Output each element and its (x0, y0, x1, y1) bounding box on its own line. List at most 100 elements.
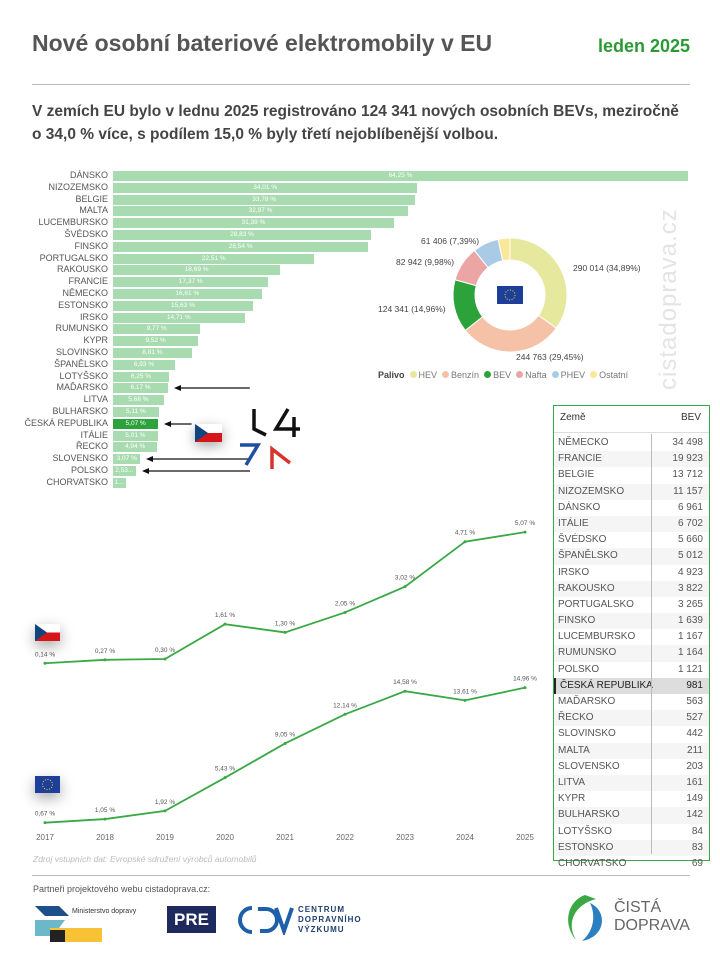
table-row[interactable]: ČESKÁ REPUBLIKA 981 (554, 677, 709, 694)
table-row[interactable]: LITVA 161 (554, 774, 709, 792)
bar[interactable]: 31,39 % (113, 218, 394, 229)
data-point[interactable] (283, 630, 287, 634)
table-row[interactable]: RUMUNSKO 1 164 (554, 645, 709, 662)
bar-value-label: 31,39 % (241, 219, 266, 227)
bar[interactable]: 5,07 % (113, 418, 159, 429)
bar[interactable]: 4,94 % (113, 442, 158, 453)
table-row[interactable]: POLSKO 1 121 (554, 662, 709, 678)
data-point[interactable] (463, 698, 467, 702)
table-row[interactable]: NIZOZEMSKO 11 157 (554, 483, 709, 500)
partners-label: Partneři projektového webu cistadoprava.… (33, 884, 211, 894)
bar[interactable]: 2,53... (113, 466, 136, 476)
donut-slice-ostatní[interactable] (497, 237, 511, 262)
bar[interactable]: 33,78 % (113, 194, 416, 205)
bar[interactable]: 14,71 % (113, 312, 245, 323)
table-row[interactable]: MALTA 211 (554, 742, 709, 759)
bar[interactable]: 18,69 % (113, 265, 281, 276)
table-row[interactable]: BULHARSKO 142 (554, 807, 709, 824)
table-row[interactable]: ŠVÉDSKO 5 660 (554, 532, 709, 548)
bar[interactable]: 1... (113, 477, 126, 488)
bar[interactable]: 5,01 % (113, 430, 158, 441)
table-row[interactable]: SLOVINSKO 442 (554, 726, 709, 742)
data-point[interactable] (43, 821, 47, 825)
table-row[interactable]: LOTYŠSKO 84 (554, 824, 709, 840)
data-point[interactable] (103, 817, 107, 821)
table-row[interactable]: FRANCIE 19 923 (554, 451, 709, 468)
bev-cell: 203 (686, 760, 703, 772)
bar[interactable]: 64,25 % (113, 171, 688, 181)
bar-category-label: LOTYŠSKO (59, 370, 108, 381)
bar[interactable]: 5,68 % (113, 395, 164, 406)
summary-text: V zemích EU bylo v lednu 2025 registrová… (32, 103, 679, 143)
source-note: Zdroj vstupních dat: Evropské sdružení v… (33, 854, 257, 864)
column-header-bev[interactable]: BEV (680, 412, 701, 423)
bar[interactable]: 28,83 % (113, 230, 371, 240)
bar[interactable]: 28,54 % (113, 241, 369, 252)
bar[interactable]: 17,37 % (113, 277, 269, 288)
table-row[interactable]: SLOVENSKO 203 (554, 759, 709, 775)
bar[interactable]: 6,25 % (113, 371, 169, 382)
bar[interactable]: 9,77 % (113, 324, 201, 335)
x-tick-label: 2017 (36, 833, 54, 842)
data-point[interactable] (43, 661, 47, 665)
bar[interactable]: 22,51 % (113, 253, 315, 264)
legend-item[interactable]: Benzín (442, 370, 479, 380)
data-point[interactable] (523, 530, 527, 534)
table-row[interactable]: RAKOUSKO 3 822 (554, 580, 709, 597)
x-tick-label: 2021 (276, 833, 294, 842)
legend-item[interactable]: Nafta (516, 370, 547, 380)
bar[interactable]: 6,93 % (113, 359, 176, 370)
legend-item[interactable]: PHEV (551, 370, 585, 380)
table-row[interactable]: PORTUGALSKO 3 265 (554, 597, 709, 613)
data-point[interactable] (523, 686, 527, 690)
table-row[interactable]: LUCEMBURSKO 1 167 (554, 629, 709, 645)
ministry-logo[interactable]: Ministerstvo dopravy (35, 906, 136, 942)
bar-category-label: MALTA (79, 205, 108, 216)
data-point[interactable] (163, 809, 167, 813)
cdv-logo[interactable]: CENTRUM DOPRAVNÍHO VÝZKUMU (238, 905, 361, 940)
cista-doprava-logo[interactable]: ČISTÁ DOPRAVA (560, 893, 690, 948)
bar-value-label: 1... (114, 478, 124, 486)
table-row[interactable]: ŠPANĚLSKO 5 012 (554, 548, 709, 565)
legend-item[interactable]: HEV (409, 370, 437, 380)
data-point[interactable] (343, 712, 347, 716)
data-point[interactable] (463, 540, 467, 544)
data-point[interactable] (103, 658, 107, 662)
legend-item[interactable]: Ostatní (590, 370, 628, 380)
bar[interactable]: 16,61 % (113, 289, 262, 299)
table-row[interactable]: BELGIE 13 712 (554, 467, 709, 483)
table-row[interactable]: ŘECKO 527 (554, 710, 709, 727)
data-label: 1,05 % (95, 807, 115, 814)
bar[interactable]: 15,63 % (113, 300, 253, 311)
pre-logo[interactable]: PRE (167, 906, 216, 933)
data-point[interactable] (223, 622, 227, 626)
column-header-country[interactable]: Země (560, 412, 586, 423)
table-row[interactable]: IRSKO 4 923 (554, 565, 709, 581)
data-point[interactable] (403, 689, 407, 693)
data-point[interactable] (163, 657, 167, 661)
x-tick-label: 2023 (396, 833, 414, 842)
bar[interactable]: 8,81 % (113, 348, 192, 358)
bar[interactable]: 9,52 % (113, 336, 199, 347)
line-chart: 2017 2018 2019 2020 2021 2022 2023 2024 2025 0,14… (35, 520, 537, 842)
table-row[interactable]: MAĎARSKO 563 (554, 694, 709, 710)
data-point[interactable] (403, 585, 407, 589)
country-cell: MAĎARSKO (558, 696, 616, 707)
table-row[interactable]: ESTONSKO 83 (554, 839, 709, 856)
table-row[interactable]: DÁNSKO 6 961 (554, 500, 709, 516)
table-row[interactable]: FINSKO 1 639 (554, 613, 709, 630)
bar[interactable]: 3,07 % (113, 454, 141, 465)
bar[interactable]: 6,17 % (113, 383, 169, 394)
data-point[interactable] (223, 776, 227, 780)
data-point[interactable] (283, 741, 287, 745)
bar[interactable]: 5,11 % (113, 407, 159, 417)
legend-item[interactable]: BEV (484, 370, 511, 380)
x-tick-label: 2020 (216, 833, 234, 842)
table-row[interactable]: NĚMECKO 34 498 (554, 435, 709, 451)
table-row[interactable]: KYPR 149 (554, 791, 709, 807)
bar[interactable]: 32,97 % (113, 206, 409, 217)
table-row[interactable]: ITÁLIE 6 702 (554, 515, 709, 533)
bar[interactable]: 34,01 % (113, 182, 418, 193)
data-point[interactable] (343, 610, 347, 614)
table-row[interactable]: CHORVATSKO 69 (554, 856, 709, 872)
